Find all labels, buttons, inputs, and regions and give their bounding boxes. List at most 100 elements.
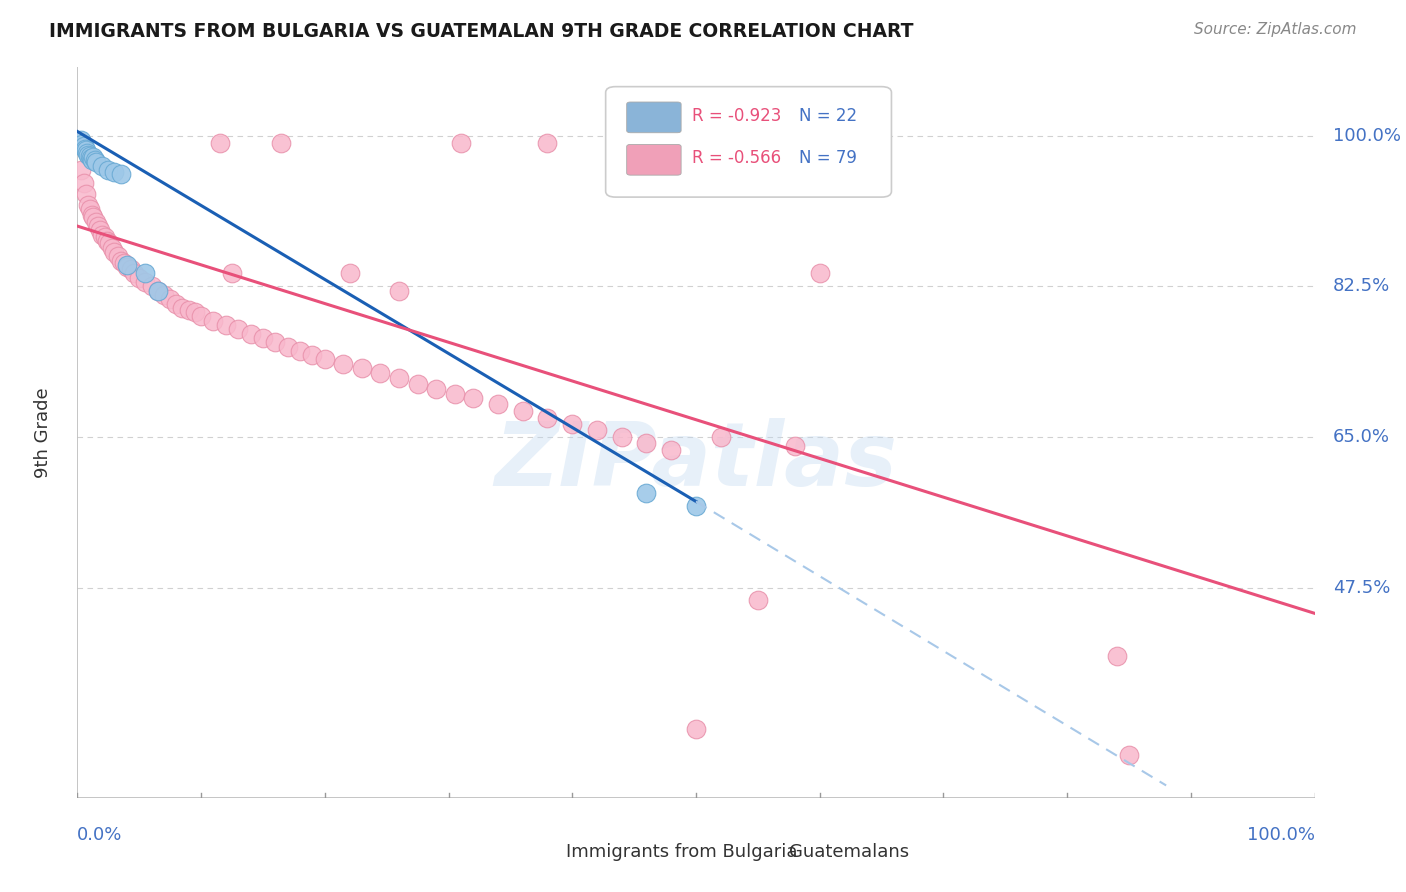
Point [288,343,311,358]
Point [110,168,132,182]
Point [610,430,633,444]
Point [98,236,121,251]
Point [685,723,707,737]
Point [70,133,93,147]
Point [146,284,169,298]
Point [75,187,97,202]
Point [636,436,658,450]
Point [159,292,181,306]
Point [636,486,658,500]
Point [120,262,142,277]
Point [128,270,150,285]
Point [91,159,114,173]
Point [75,144,97,158]
Point [252,331,274,345]
Point [208,136,231,150]
Point [172,301,194,315]
Point [91,227,114,242]
FancyBboxPatch shape [627,102,681,133]
Point [202,314,225,328]
Point [82,153,104,167]
Point [107,249,129,263]
Point [110,253,132,268]
Point [146,284,169,298]
Point [388,371,411,385]
Point [301,348,323,362]
Point [561,417,583,431]
Text: N = 22: N = 22 [799,107,856,125]
Point [710,430,733,444]
Point [82,208,104,222]
Point [332,357,354,371]
Point [486,397,509,411]
Point [350,361,373,376]
Text: R = -0.923: R = -0.923 [692,107,782,125]
Point [141,279,163,293]
Point [425,382,447,396]
Point [1105,649,1128,664]
Point [747,593,769,607]
Point [79,149,101,163]
Point [97,163,120,178]
Text: Guatemalans: Guatemalans [789,843,908,861]
Point [79,202,101,216]
Point [112,256,135,270]
FancyBboxPatch shape [606,87,891,197]
Point [659,442,682,457]
Point [72,176,94,190]
Point [536,136,558,150]
Point [134,275,156,289]
Point [406,376,429,391]
Point [463,391,485,405]
Point [536,411,558,425]
FancyBboxPatch shape [513,839,560,863]
Point [370,366,392,380]
Point [388,284,411,298]
Point [82,150,104,164]
Text: 0.0%: 0.0% [77,826,122,844]
FancyBboxPatch shape [627,145,681,175]
Text: 100.0%: 100.0% [1333,127,1402,145]
Text: Immigrants from Bulgaria: Immigrants from Bulgaria [567,843,797,861]
Point [221,267,243,281]
Point [122,267,145,281]
Point [76,145,98,160]
Point [270,136,292,150]
Point [264,335,287,350]
Point [226,322,249,336]
Point [783,438,806,452]
Point [190,310,212,324]
Point [103,165,125,179]
Text: N = 79: N = 79 [799,149,856,168]
Point [1118,748,1140,763]
Point [586,423,609,437]
Point [808,267,831,281]
Text: 82.5%: 82.5% [1333,277,1391,295]
Point [82,211,104,225]
Point [512,404,534,418]
Point [685,499,707,513]
Point [84,154,107,169]
Text: 47.5%: 47.5% [1333,579,1391,597]
Point [70,163,93,178]
Point [89,223,111,237]
Point [177,302,200,317]
Text: ZIPatlas: ZIPatlas [495,418,897,506]
Text: 65.0%: 65.0% [1333,428,1391,446]
Point [450,136,472,150]
Text: Source: ZipAtlas.com: Source: ZipAtlas.com [1194,22,1357,37]
Point [72,139,94,153]
Point [215,318,238,332]
Text: 9th Grade: 9th Grade [34,387,52,478]
Point [77,147,100,161]
Point [84,215,107,229]
Point [314,352,336,367]
Point [72,137,94,152]
Point [443,387,465,401]
Point [93,230,115,244]
Point [239,326,262,341]
Text: R = -0.566: R = -0.566 [692,149,782,168]
Point [103,244,125,259]
FancyBboxPatch shape [735,839,783,863]
Point [80,151,103,165]
